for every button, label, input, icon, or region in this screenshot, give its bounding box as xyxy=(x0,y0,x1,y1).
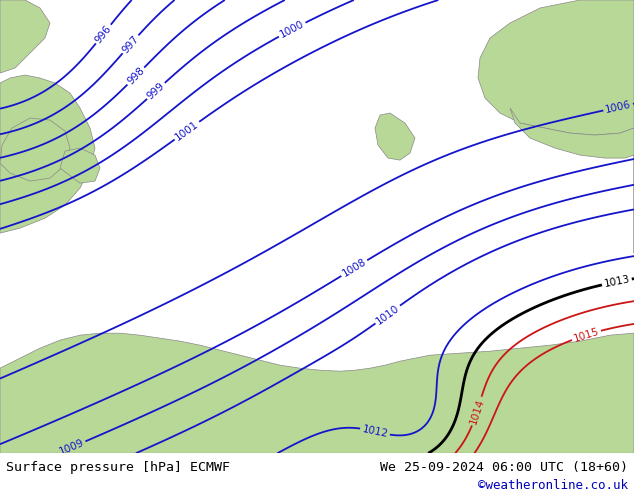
Text: 1009: 1009 xyxy=(58,438,86,457)
Text: 1014: 1014 xyxy=(468,397,486,425)
Polygon shape xyxy=(510,108,634,253)
Polygon shape xyxy=(60,148,100,183)
Text: 999: 999 xyxy=(145,80,167,101)
Text: 996: 996 xyxy=(93,23,113,45)
Text: We 25-09-2024 06:00 UTC (18+60): We 25-09-2024 06:00 UTC (18+60) xyxy=(380,462,628,474)
Text: ©weatheronline.co.uk: ©weatheronline.co.uk xyxy=(477,479,628,490)
Text: 1001: 1001 xyxy=(173,119,200,143)
Text: 1000: 1000 xyxy=(278,19,306,40)
Text: 1012: 1012 xyxy=(361,424,389,439)
Text: Surface pressure [hPa] ECMWF: Surface pressure [hPa] ECMWF xyxy=(6,462,230,474)
Polygon shape xyxy=(0,333,634,453)
Polygon shape xyxy=(0,75,95,233)
Text: 998: 998 xyxy=(126,66,146,87)
Polygon shape xyxy=(0,118,70,181)
Text: 1015: 1015 xyxy=(573,326,600,344)
Text: 1008: 1008 xyxy=(340,257,368,279)
Polygon shape xyxy=(0,0,50,73)
Text: 1006: 1006 xyxy=(604,99,632,115)
Text: 997: 997 xyxy=(120,33,141,55)
Polygon shape xyxy=(375,113,415,160)
Polygon shape xyxy=(478,0,634,135)
Text: 1013: 1013 xyxy=(603,274,631,289)
Text: 1010: 1010 xyxy=(374,303,401,326)
